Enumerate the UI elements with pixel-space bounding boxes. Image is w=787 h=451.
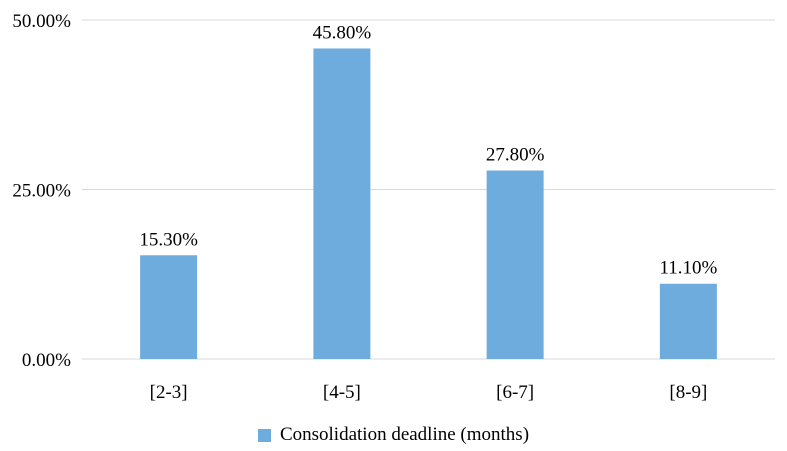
bar-1 <box>313 48 371 359</box>
data-labels: 15.30% 45.80% 27.80% 11.10% <box>139 22 717 278</box>
y-tick-label-0: 0.00% <box>22 350 71 371</box>
bar-0 <box>140 255 198 359</box>
data-label-3: 11.10% <box>659 258 717 279</box>
bars <box>140 48 717 359</box>
legend: Consolidation deadline (months) <box>0 424 787 446</box>
x-category-label-0: [2-3] <box>150 382 188 403</box>
legend-label: Consolidation deadline (months) <box>279 424 530 445</box>
data-label-0: 15.30% <box>139 229 198 250</box>
x-category-label-1: [4-5] <box>323 382 361 403</box>
y-axis-tick-labels: 0.00% 25.00% 50.00% <box>12 11 71 371</box>
bar-3 <box>659 283 717 359</box>
legend-swatch <box>257 428 271 442</box>
x-category-label-3: [8-9] <box>669 382 707 403</box>
x-axis-category-labels: [2-3] [4-5] [6-7] [8-9] <box>150 382 708 403</box>
bar-2 <box>486 170 544 359</box>
x-category-label-2: [6-7] <box>496 382 534 403</box>
grid-lines <box>82 19 775 360</box>
data-label-2: 27.80% <box>486 145 545 166</box>
y-tick-label-1: 25.00% <box>12 181 71 202</box>
y-tick-label-2: 50.00% <box>12 11 71 32</box>
data-label-1: 45.80% <box>313 22 372 43</box>
